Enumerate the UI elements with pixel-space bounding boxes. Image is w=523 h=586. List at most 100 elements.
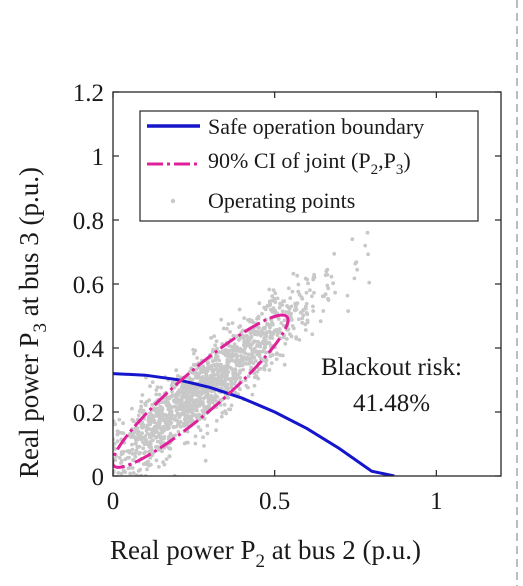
operating-point	[160, 412, 164, 417]
operating-point	[146, 459, 151, 464]
operating-point	[186, 396, 190, 400]
operating-point	[267, 340, 272, 345]
operating-point	[172, 425, 176, 430]
operating-point	[222, 375, 227, 379]
axis-ticks: 0 0.5 1 0 0.2 0.4 0.6 0.8 1 1.2	[73, 80, 501, 515]
operating-point	[149, 427, 154, 432]
operating-point	[113, 441, 117, 446]
operating-point	[142, 435, 147, 440]
operating-point	[108, 468, 112, 472]
operating-point	[217, 358, 222, 363]
operating-point	[203, 458, 208, 463]
operating-point	[248, 331, 253, 335]
operating-point	[138, 451, 142, 455]
operating-point	[268, 354, 273, 359]
operating-point	[182, 408, 187, 413]
operating-point	[176, 422, 181, 426]
operating-point	[274, 357, 279, 361]
operating-point	[136, 413, 141, 418]
operating-point	[139, 399, 144, 404]
operating-point	[275, 330, 280, 335]
operating-point	[304, 306, 308, 311]
safe-boundary-line	[113, 372, 395, 476]
operating-point	[168, 446, 173, 451]
operating-point	[230, 367, 235, 372]
operating-point	[140, 425, 145, 430]
operating-point	[212, 396, 217, 400]
operating-point	[131, 471, 136, 475]
operating-point	[119, 461, 123, 465]
operating-point	[235, 354, 240, 358]
operating-point	[222, 402, 227, 407]
operating-point	[226, 349, 231, 354]
operating-point	[213, 377, 218, 382]
operating-point	[249, 365, 254, 370]
operating-point	[158, 416, 162, 421]
operating-point	[130, 406, 134, 411]
operating-point	[300, 321, 305, 325]
y-tick-label: 1	[92, 144, 105, 171]
operating-point	[296, 282, 301, 287]
operating-point	[257, 301, 262, 306]
operating-point	[151, 438, 155, 443]
operating-point	[242, 316, 247, 320]
operating-point	[138, 467, 143, 472]
operating-point	[155, 406, 160, 411]
operating-point	[355, 267, 360, 272]
operating-point	[295, 301, 300, 306]
confidence-ellipse	[113, 313, 290, 469]
operating-point	[104, 451, 108, 455]
operating-point	[350, 237, 355, 242]
operating-point	[258, 367, 263, 371]
operating-point	[173, 393, 178, 398]
legend-label-boundary: Safe operation boundary	[208, 114, 424, 139]
operating-point	[145, 427, 150, 431]
operating-point	[324, 269, 329, 274]
operating-point	[275, 296, 280, 301]
operating-point	[176, 390, 181, 394]
operating-point	[228, 330, 232, 334]
operating-point	[237, 307, 242, 312]
operating-point	[267, 368, 272, 372]
operating-point	[296, 317, 301, 322]
operating-point	[261, 326, 266, 330]
operating-point	[180, 385, 184, 390]
operating-point	[325, 283, 330, 288]
operating-point	[225, 358, 230, 362]
operating-point	[233, 390, 238, 395]
operating-point	[192, 363, 197, 367]
operating-point	[184, 385, 189, 390]
operating-point	[140, 393, 145, 397]
operating-point	[177, 415, 182, 420]
operating-point	[175, 411, 180, 416]
operating-point	[353, 261, 358, 266]
operating-point	[270, 298, 275, 303]
operating-point	[301, 313, 306, 318]
operating-point	[185, 407, 190, 412]
operating-point	[217, 350, 222, 355]
operating-point	[243, 361, 248, 365]
operating-point	[191, 347, 196, 352]
operating-point	[277, 327, 282, 331]
operating-point	[123, 470, 128, 474]
operating-point	[245, 333, 249, 338]
operating-point	[156, 420, 161, 424]
operating-point	[154, 411, 159, 416]
operating-point	[115, 439, 120, 443]
operating-point	[329, 274, 334, 279]
operating-point	[270, 294, 275, 299]
operating-point	[231, 358, 236, 363]
operating-point	[144, 438, 148, 443]
operating-point	[153, 430, 158, 435]
operating-point	[209, 336, 214, 340]
operating-point	[242, 338, 247, 343]
operating-point	[160, 430, 165, 435]
operating-point	[160, 406, 165, 411]
operating-point	[159, 436, 163, 441]
operating-point	[176, 429, 181, 434]
operating-point	[157, 392, 162, 397]
operating-point	[220, 411, 225, 415]
operating-point	[104, 461, 108, 465]
operating-point	[271, 331, 275, 335]
operating-point	[247, 360, 252, 365]
